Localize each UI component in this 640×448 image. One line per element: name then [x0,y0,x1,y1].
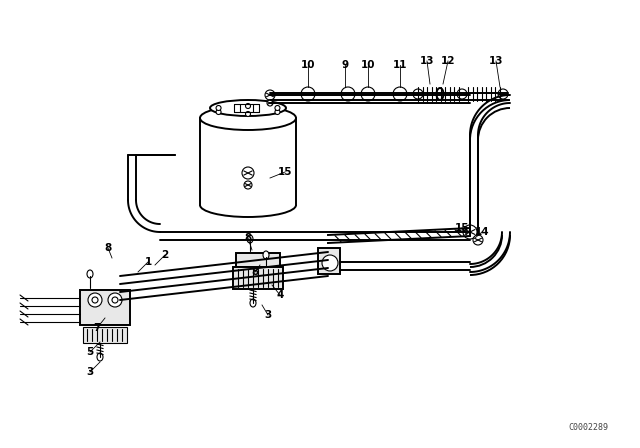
Ellipse shape [250,299,256,307]
Text: 8: 8 [104,243,111,253]
Ellipse shape [436,88,444,100]
Text: 3: 3 [264,310,271,320]
Text: 4: 4 [276,290,284,300]
Circle shape [341,87,355,101]
Text: 13: 13 [489,56,503,66]
Circle shape [244,181,252,189]
Circle shape [242,167,254,179]
Text: 1: 1 [145,257,152,267]
Text: 13: 13 [420,56,435,66]
Bar [80,290,130,325]
Circle shape [265,90,275,100]
Ellipse shape [97,353,103,361]
Text: 5: 5 [86,347,93,357]
Text: 2: 2 [161,250,168,260]
Circle shape [463,225,477,239]
Circle shape [275,109,280,115]
Circle shape [457,89,467,99]
Ellipse shape [210,100,286,116]
Text: 3: 3 [86,367,93,377]
Circle shape [393,87,407,101]
Bar [233,267,283,289]
Circle shape [216,105,221,111]
Circle shape [361,87,375,101]
Circle shape [267,100,273,106]
Text: 15: 15 [278,167,292,177]
Bar [318,248,340,274]
Circle shape [88,293,102,307]
Text: 9: 9 [341,60,349,70]
Text: 15: 15 [455,223,469,233]
Text: 7: 7 [93,323,100,333]
Text: 8: 8 [244,233,252,243]
Text: 10: 10 [361,60,375,70]
Circle shape [413,89,423,99]
Text: 8: 8 [252,267,259,277]
Circle shape [301,87,315,101]
Circle shape [108,293,122,307]
Circle shape [112,297,118,303]
Circle shape [216,109,221,115]
Bar [236,253,280,267]
Circle shape [92,297,98,303]
Ellipse shape [247,235,253,243]
Circle shape [275,105,280,111]
Text: 12: 12 [441,56,455,66]
Circle shape [473,235,483,245]
Circle shape [246,112,250,116]
Circle shape [322,255,338,271]
Circle shape [246,103,250,108]
Bar [83,327,127,343]
Circle shape [498,89,508,99]
Text: 14: 14 [475,227,490,237]
Text: 11: 11 [393,60,407,70]
Text: C0002289: C0002289 [568,422,608,431]
Ellipse shape [263,251,269,259]
Ellipse shape [87,270,93,278]
Text: 10: 10 [301,60,316,70]
